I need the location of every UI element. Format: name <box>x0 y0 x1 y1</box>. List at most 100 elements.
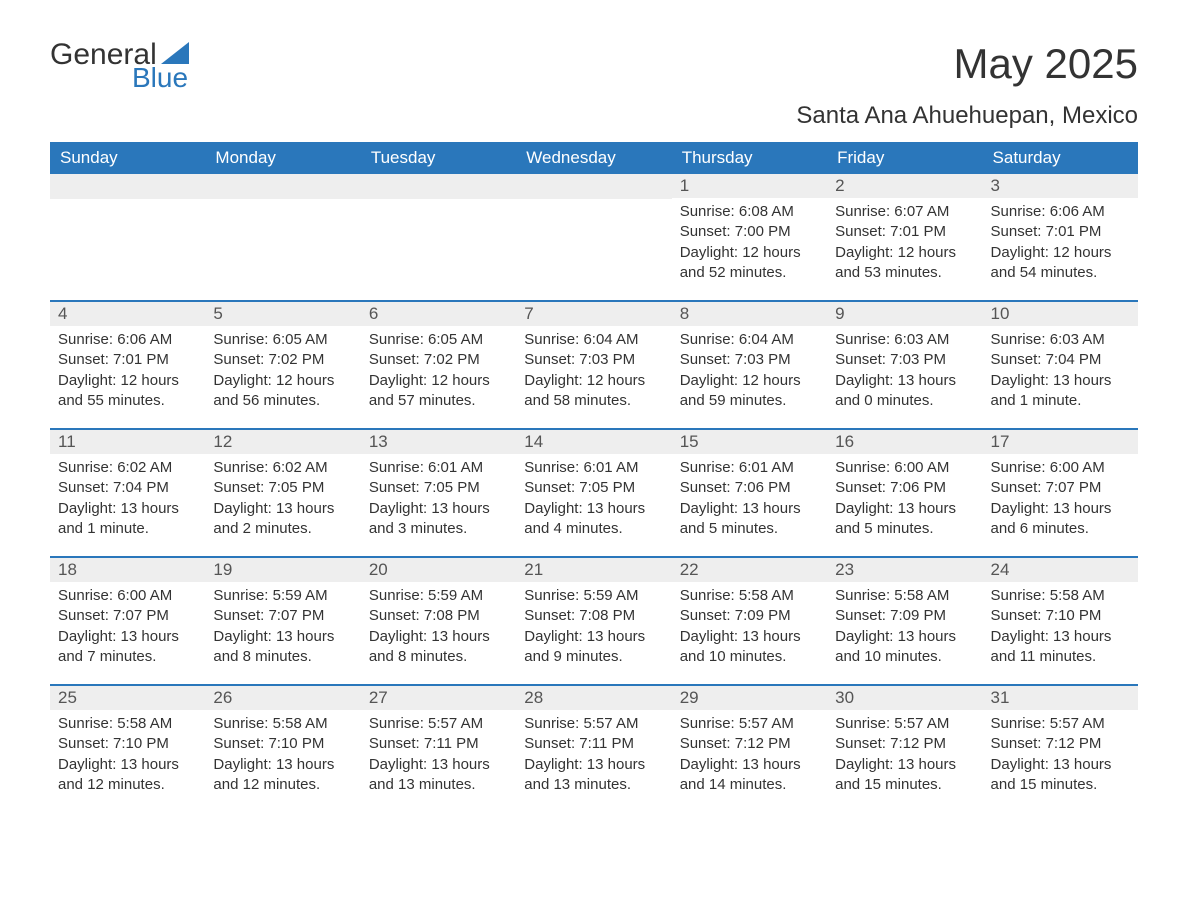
day-cell-11: 11 Sunrise: 6:02 AMSunset: 7:04 PMDayligh… <box>50 430 205 556</box>
day-cell-21: 21Sunrise: 5:59 AMSunset: 7:08 PMDayligh… <box>516 558 671 684</box>
weekday-sunday: Sunday <box>50 142 205 174</box>
daylight-line: Daylight: 13 hours and 13 minutes. <box>524 755 663 796</box>
day-number: 7 <box>516 302 671 326</box>
day-cell-20: 20Sunrise: 5:59 AMSunset: 7:08 PMDayligh… <box>361 558 516 684</box>
logo-text-blue: Blue <box>132 64 189 92</box>
sunrise-line: Sunrise: 5:58 AM <box>58 714 197 734</box>
daylight-line: Daylight: 12 hours and 54 minutes. <box>991 243 1130 284</box>
day-cell-10: 10Sunrise: 6:03 AMSunset: 7:04 PMDayligh… <box>983 302 1138 428</box>
day-number: 9 <box>827 302 982 326</box>
day-body: Sunrise: 6:07 AMSunset: 7:01 PMDaylight:… <box>827 198 982 291</box>
weekday-friday: Friday <box>827 142 982 174</box>
day-cell-27: 27Sunrise: 5:57 AMSunset: 7:11 PMDayligh… <box>361 686 516 812</box>
day-body: Sunrise: 6:08 AMSunset: 7:00 PMDaylight:… <box>672 198 827 291</box>
day-number: 6 <box>361 302 516 326</box>
sunset-line: Sunset: 7:08 PM <box>369 606 508 626</box>
daylight-line: Daylight: 12 hours and 57 minutes. <box>369 371 508 412</box>
day-number: 18 <box>50 558 205 582</box>
sunset-line: Sunset: 7:10 PM <box>58 734 197 754</box>
sunrise-line: Sunrise: 6:04 AM <box>524 330 663 350</box>
sunrise-line: Sunrise: 6:06 AM <box>991 202 1130 222</box>
day-number: 22 <box>672 558 827 582</box>
sunset-line: Sunset: 7:05 PM <box>524 478 663 498</box>
day-number: 29 <box>672 686 827 710</box>
day-number: 25 <box>50 686 205 710</box>
day-cell-5: 5Sunrise: 6:05 AMSunset: 7:02 PMDaylight… <box>205 302 360 428</box>
day-number: 14 <box>516 430 671 454</box>
day-number: 8 <box>672 302 827 326</box>
day-body: Sunrise: 5:58 AMSunset: 7:09 PMDaylight:… <box>827 582 982 675</box>
day-body: Sunrise: 5:59 AMSunset: 7:08 PMDaylight:… <box>361 582 516 675</box>
day-body: Sunrise: 6:04 AMSunset: 7:03 PMDaylight:… <box>516 326 671 419</box>
day-cell-2: 2Sunrise: 6:07 AMSunset: 7:01 PMDaylight… <box>827 174 982 300</box>
day-body: Sunrise: 6:00 AMSunset: 7:07 PMDaylight:… <box>983 454 1138 547</box>
sunrise-line: Sunrise: 6:05 AM <box>369 330 508 350</box>
day-cell-6: 6Sunrise: 6:05 AMSunset: 7:02 PMDaylight… <box>361 302 516 428</box>
sunset-line: Sunset: 7:12 PM <box>835 734 974 754</box>
day-number: 28 <box>516 686 671 710</box>
day-number: 27 <box>361 686 516 710</box>
day-body: Sunrise: 6:06 AMSunset: 7:01 PMDaylight:… <box>50 326 205 419</box>
day-body: Sunrise: 5:59 AMSunset: 7:08 PMDaylight:… <box>516 582 671 675</box>
daylight-line: Daylight: 13 hours and 10 minutes. <box>680 627 819 668</box>
daylight-line: Daylight: 13 hours and 0 minutes. <box>835 371 974 412</box>
sunset-line: Sunset: 7:11 PM <box>524 734 663 754</box>
sunrise-line: Sunrise: 6:01 AM <box>369 458 508 478</box>
day-body: Sunrise: 5:58 AMSunset: 7:10 PMDaylight:… <box>50 710 205 803</box>
sunrise-line: Sunrise: 5:57 AM <box>991 714 1130 734</box>
day-body: Sunrise: 6:02 AMSunset: 7:05 PMDaylight:… <box>205 454 360 547</box>
week-row: 11Sunrise: 6:02 AMSunset: 7:04 PMDayligh… <box>50 428 1138 556</box>
daylight-line: Daylight: 13 hours and 15 minutes. <box>835 755 974 796</box>
day-number-empty <box>516 174 671 199</box>
sunrise-line: Sunrise: 6:07 AM <box>835 202 974 222</box>
day-cell-9: 9Sunrise: 6:03 AMSunset: 7:03 PMDaylight… <box>827 302 982 428</box>
day-number: 5 <box>205 302 360 326</box>
day-cell-25: 25Sunrise: 5:58 AMSunset: 7:10 PMDayligh… <box>50 686 205 812</box>
sunrise-line: Sunrise: 6:06 AM <box>58 330 197 350</box>
sunrise-line: Sunrise: 5:58 AM <box>991 586 1130 606</box>
day-cell-empty <box>205 174 360 300</box>
day-body: Sunrise: 5:57 AMSunset: 7:12 PMDaylight:… <box>983 710 1138 803</box>
daylight-line: Daylight: 12 hours and 52 minutes. <box>680 243 819 284</box>
day-number: 24 <box>983 558 1138 582</box>
day-body: Sunrise: 6:00 AMSunset: 7:07 PMDaylight:… <box>50 582 205 675</box>
day-number: 16 <box>827 430 982 454</box>
day-cell-7: 7Sunrise: 6:04 AMSunset: 7:03 PMDaylight… <box>516 302 671 428</box>
weekday-thursday: Thursday <box>672 142 827 174</box>
day-body: Sunrise: 6:01 AMSunset: 7:06 PMDaylight:… <box>672 454 827 547</box>
sunset-line: Sunset: 7:04 PM <box>58 478 197 498</box>
day-body: Sunrise: 6:05 AMSunset: 7:02 PMDaylight:… <box>361 326 516 419</box>
daylight-line: Daylight: 13 hours and 8 minutes. <box>213 627 352 668</box>
day-number: 13 <box>361 430 516 454</box>
day-body: Sunrise: 5:57 AMSunset: 7:12 PMDaylight:… <box>827 710 982 803</box>
daylight-line: Daylight: 13 hours and 5 minutes. <box>680 499 819 540</box>
day-cell-3: 3Sunrise: 6:06 AMSunset: 7:01 PMDaylight… <box>983 174 1138 300</box>
sunset-line: Sunset: 7:06 PM <box>835 478 974 498</box>
day-number: 1 <box>672 174 827 198</box>
daylight-line: Daylight: 13 hours and 12 minutes. <box>58 755 197 796</box>
sunset-line: Sunset: 7:03 PM <box>835 350 974 370</box>
sunrise-line: Sunrise: 5:59 AM <box>369 586 508 606</box>
day-body: Sunrise: 5:58 AMSunset: 7:10 PMDaylight:… <box>983 582 1138 675</box>
week-row: 4Sunrise: 6:06 AMSunset: 7:01 PMDaylight… <box>50 300 1138 428</box>
day-number: 11 <box>50 430 205 454</box>
sunset-line: Sunset: 7:07 PM <box>991 478 1130 498</box>
calendar: SundayMondayTuesdayWednesdayThursdayFrid… <box>50 142 1138 812</box>
weekday-wednesday: Wednesday <box>516 142 671 174</box>
day-number: 15 <box>672 430 827 454</box>
day-cell-31: 31Sunrise: 5:57 AMSunset: 7:12 PMDayligh… <box>983 686 1138 812</box>
daylight-line: Daylight: 13 hours and 1 minute. <box>58 499 197 540</box>
day-body: Sunrise: 5:57 AMSunset: 7:11 PMDaylight:… <box>361 710 516 803</box>
weeks-container: 1Sunrise: 6:08 AMSunset: 7:00 PMDaylight… <box>50 174 1138 812</box>
sunrise-line: Sunrise: 6:01 AM <box>680 458 819 478</box>
day-cell-empty <box>361 174 516 300</box>
sunset-line: Sunset: 7:09 PM <box>835 606 974 626</box>
sunrise-line: Sunrise: 6:02 AM <box>58 458 197 478</box>
month-title: May 2025 <box>796 40 1138 88</box>
day-number: 2 <box>827 174 982 198</box>
sunset-line: Sunset: 7:09 PM <box>680 606 819 626</box>
sunrise-line: Sunrise: 5:57 AM <box>835 714 974 734</box>
weekday-header-row: SundayMondayTuesdayWednesdayThursdayFrid… <box>50 142 1138 174</box>
day-cell-13: 13Sunrise: 6:01 AMSunset: 7:05 PMDayligh… <box>361 430 516 556</box>
sunset-line: Sunset: 7:06 PM <box>680 478 819 498</box>
